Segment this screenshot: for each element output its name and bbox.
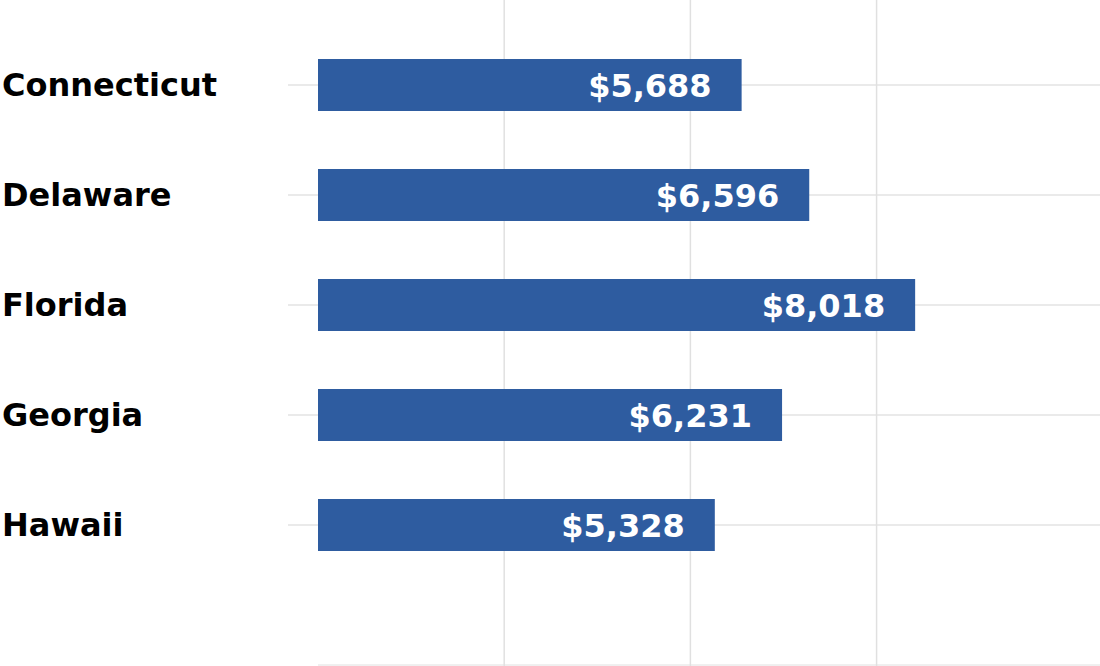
x-axis-line: [318, 665, 1100, 666]
chart-container: Connecticut Delaware Florida Georgia Hawaii $…: [0, 0, 1100, 666]
bar: [318, 169, 809, 221]
data-label: $5,328: [561, 507, 684, 545]
data-label: $8,018: [762, 287, 885, 325]
data-label: $6,596: [656, 177, 779, 215]
data-label: $6,231: [629, 397, 752, 435]
category-label: Georgia: [2, 396, 143, 434]
bar: [318, 499, 715, 551]
chart-svg: Connecticut Delaware Florida Georgia Hawaii $…: [0, 0, 1100, 666]
data-label: $5,688: [588, 67, 711, 105]
bar: [318, 279, 915, 331]
category-label: Delaware: [2, 176, 171, 214]
category-label: Hawaii: [2, 506, 123, 544]
category-label: Connecticut: [2, 66, 217, 104]
grid-line: [876, 0, 878, 666]
bars: [318, 59, 915, 551]
bar: [318, 389, 782, 441]
category-label: Florida: [2, 286, 128, 324]
bar: [318, 59, 742, 111]
